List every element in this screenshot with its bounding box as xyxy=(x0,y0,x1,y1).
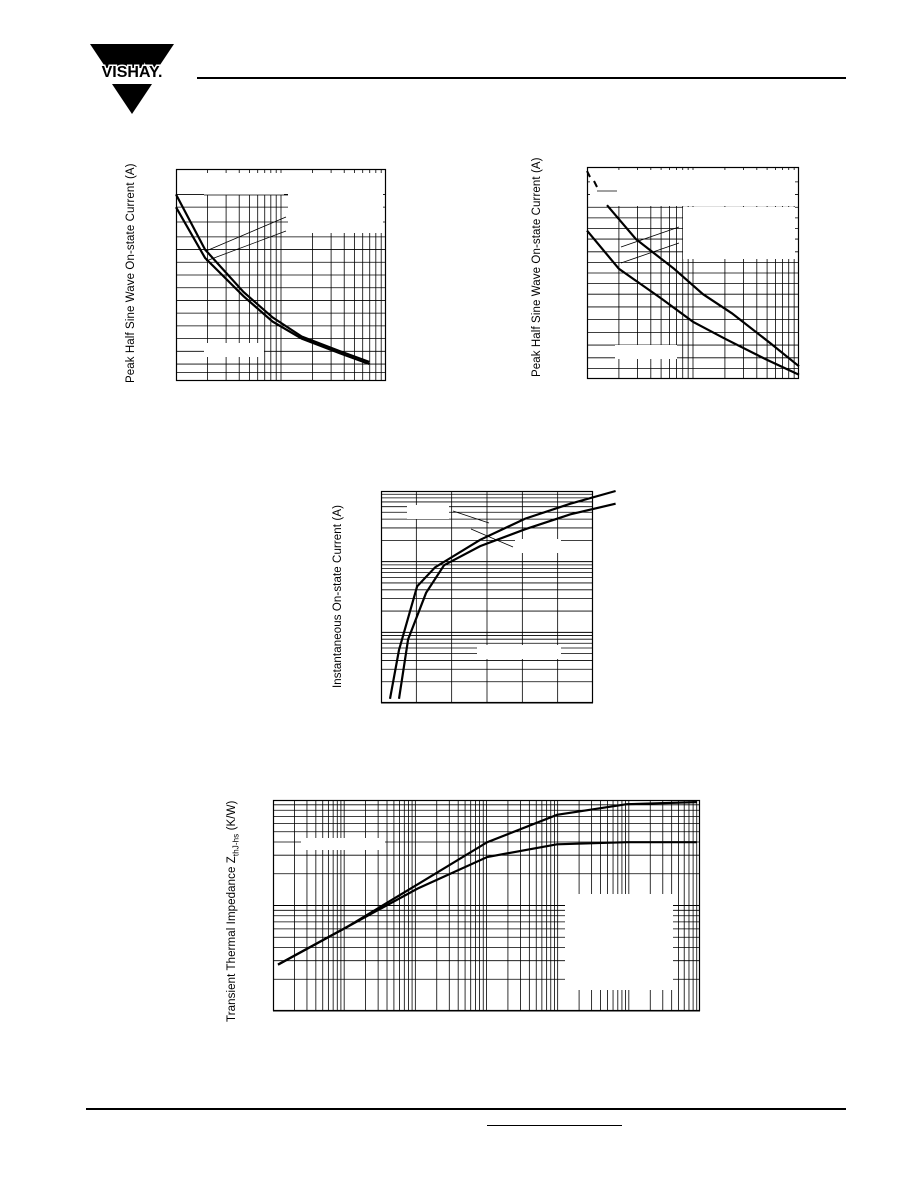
fig2-series-1 xyxy=(586,229,800,376)
fig2-cond-area xyxy=(615,345,677,359)
brand-name: VISHAY. xyxy=(102,64,163,81)
fig3-cond-area xyxy=(477,645,561,659)
fig3-series-0 xyxy=(388,489,616,699)
fig1-series-1 xyxy=(175,206,370,366)
fig1-frame xyxy=(175,168,387,382)
fig4-chart xyxy=(272,799,701,1012)
fig1-series-0 xyxy=(175,193,370,363)
fig1-legend-area xyxy=(288,173,383,233)
fig3-ylabel: Instantaneous On-state Current (A) xyxy=(332,504,344,688)
fig3-leader-1 xyxy=(452,510,490,524)
fig2-title-area xyxy=(590,170,795,206)
fig4-ylabel: Transient Thermal Impedance ZthJ-hs (K/W… xyxy=(226,801,240,1022)
fig2-series-0 xyxy=(606,204,800,368)
fig3-leader-2 xyxy=(470,528,514,548)
fig4-cond-area xyxy=(301,838,385,850)
vishay-logo: VISHAY. xyxy=(90,44,174,114)
fig1-note-area xyxy=(204,173,284,195)
fig2-ylabel: Peak Half Sine Wave On-state Current (A) xyxy=(531,157,543,377)
fig2-frame xyxy=(586,166,800,380)
fig2-leader-1 xyxy=(620,226,680,248)
footer-link-underline xyxy=(487,1125,622,1126)
fig2-leader-2 xyxy=(620,242,680,264)
fig4-ylabel-main: Transient Thermal Impedance Z xyxy=(226,856,238,1022)
fig2-legend-area xyxy=(683,207,795,259)
fig3-chart xyxy=(380,489,616,704)
fig3-series-1 xyxy=(397,502,616,699)
fig4-legend-area xyxy=(565,894,673,990)
fig1-leader-2 xyxy=(205,230,287,262)
fig4-series-1 xyxy=(277,841,697,966)
fig2-chart xyxy=(586,166,800,380)
footer-rule xyxy=(86,1108,846,1110)
fig4-frame xyxy=(272,799,701,1012)
fig3-note-area-1 xyxy=(407,505,449,519)
header-rule xyxy=(197,77,846,79)
fig1-chart xyxy=(175,168,387,382)
fig3-frame xyxy=(380,490,594,704)
fig3-note-area-2 xyxy=(515,539,561,553)
fig4-ylabel-sub: thJ-hs xyxy=(231,833,241,857)
fig1-cond-area xyxy=(204,343,264,357)
fig4-ylabel-unit: (K/W) xyxy=(226,800,238,834)
fig1-leader-1 xyxy=(205,216,287,252)
fig1-ylabel: Peak Half Sine Wave On-state Current (A) xyxy=(125,163,137,383)
